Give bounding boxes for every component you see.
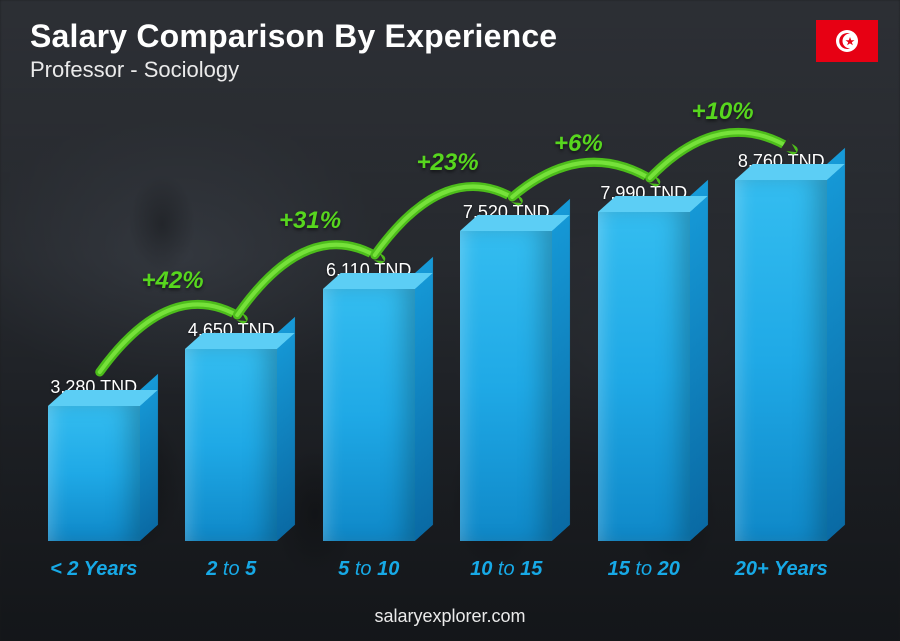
category-label: 20+ Years (718, 558, 846, 581)
bar (48, 406, 140, 541)
chart-subtitle: Professor - Sociology (30, 57, 810, 83)
bar (735, 180, 827, 541)
bar-column: 3,280 TND (30, 377, 158, 541)
header: Salary Comparison By Experience Professo… (30, 18, 810, 83)
category-label: < 2 Years (30, 558, 158, 581)
category-label: 15 to 20 (580, 558, 708, 581)
bar (185, 349, 277, 541)
bar-column: 4,650 TND (168, 320, 296, 541)
category-label: 2 to 5 (168, 558, 296, 581)
infographic-root: Salary Comparison By Experience Professo… (0, 0, 900, 641)
bar (598, 212, 690, 541)
bar (460, 231, 552, 541)
bars-container: 3,280 TND4,650 TND6,110 TND7,520 TND7,99… (30, 100, 845, 541)
bar (323, 289, 415, 541)
tunisia-flag-icon (816, 20, 878, 62)
bar-column: 8,760 TND (718, 151, 846, 541)
category-label: 10 to 15 (443, 558, 571, 581)
bar-column: 7,990 TND (580, 183, 708, 541)
bar-chart: 3,280 TND4,650 TND6,110 TND7,520 TND7,99… (30, 100, 845, 581)
footer-source: salaryexplorer.com (0, 606, 900, 627)
bar-column: 7,520 TND (443, 202, 571, 541)
category-label: 5 to 10 (305, 558, 433, 581)
category-labels-row: < 2 Years 2 to 5 5 to 10 10 to 15 15 to 20 20… (30, 558, 845, 581)
chart-title: Salary Comparison By Experience (30, 18, 810, 55)
bar-column: 6,110 TND (305, 260, 433, 541)
